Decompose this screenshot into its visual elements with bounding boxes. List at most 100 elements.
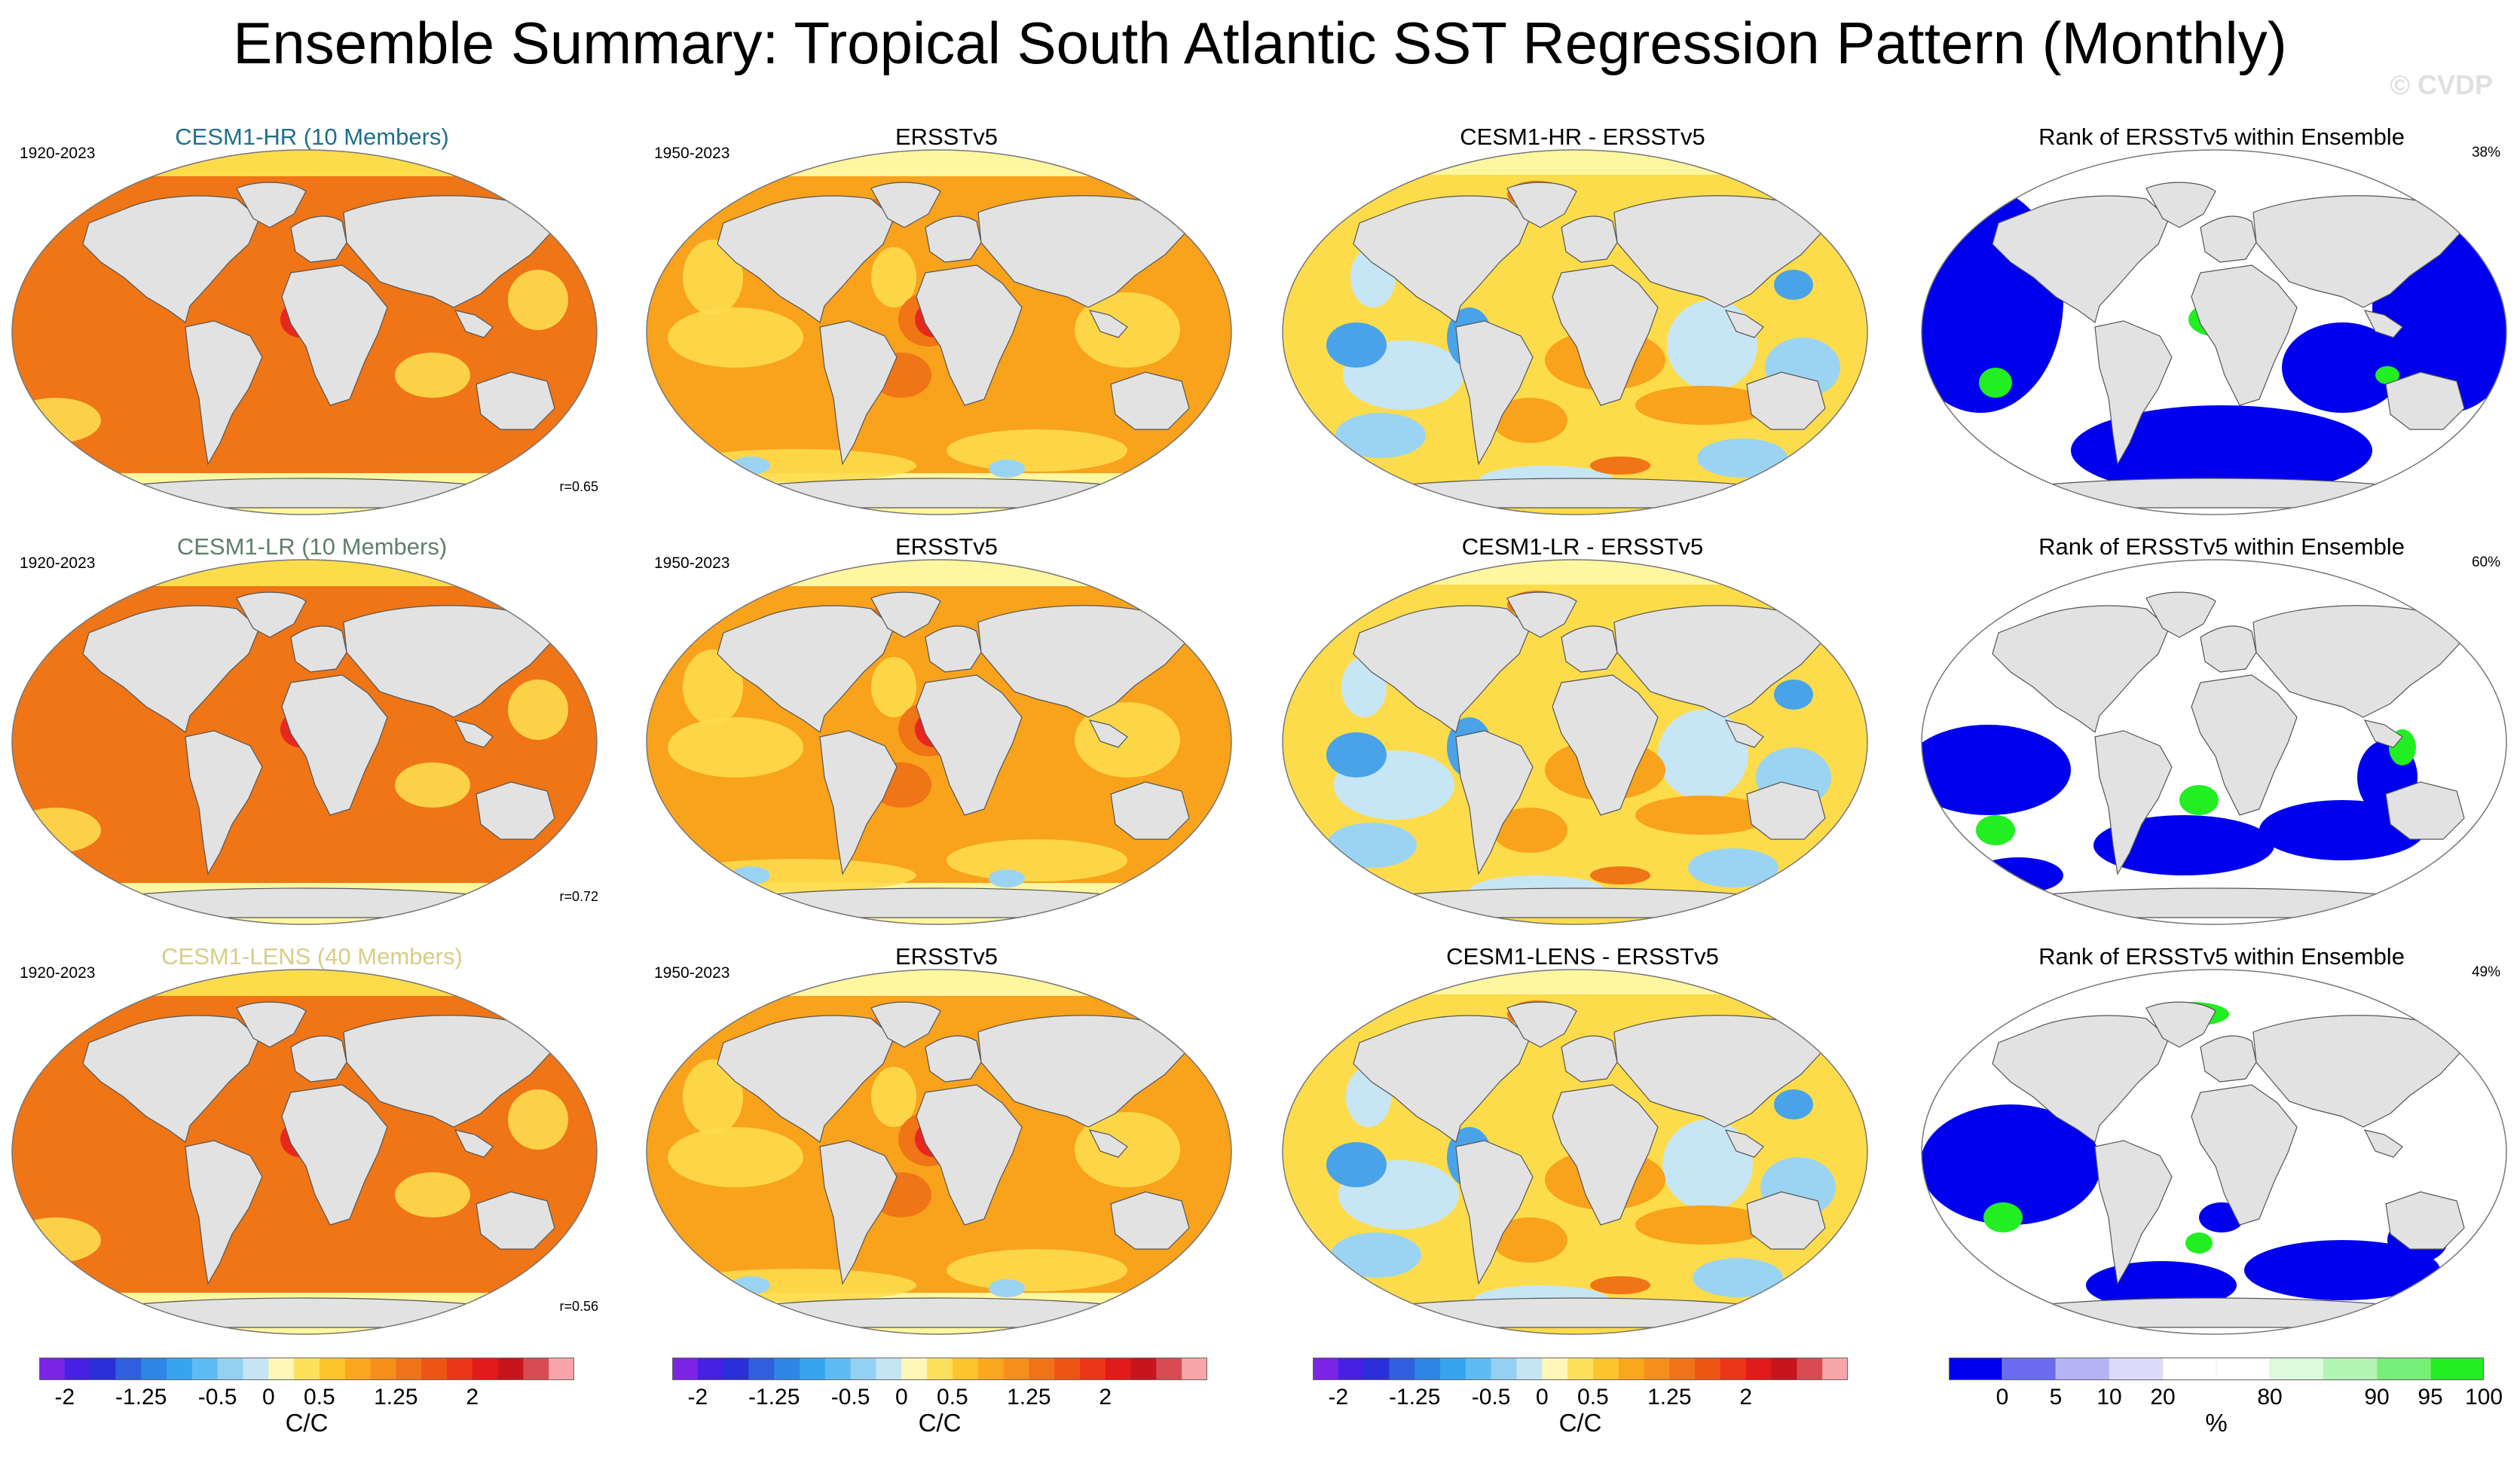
- colorbar-bin: [2216, 1357, 2271, 1381]
- cool-anomaly-patch: [989, 869, 1025, 887]
- panel-title: ERSSTv5: [895, 533, 999, 560]
- strong-positive-patch: [1590, 457, 1650, 475]
- colorbar-bin: [294, 1358, 320, 1380]
- landmass-southeast-asia: [1724, 1129, 1764, 1158]
- map-obs: [646, 559, 1232, 925]
- landmass-antarctica: [1362, 478, 1788, 509]
- colorbar-bin: [344, 1358, 372, 1380]
- colorbar-tick-label: 80: [2257, 1385, 2283, 1410]
- landmass-europe: [2200, 625, 2257, 673]
- landmass-south-america: [185, 1140, 263, 1285]
- colorbar-tick-label: -2: [1328, 1385, 1349, 1410]
- colorbar-frame: [39, 1358, 574, 1380]
- colorbar-bin: [243, 1358, 269, 1380]
- weak-anomaly-patch: [12, 398, 101, 443]
- map-panel-3-diff: CESM1-LENS - ERSSTv5: [1281, 943, 1884, 1335]
- colorbar-bin: [523, 1358, 549, 1380]
- colorbar-bin: [1567, 1358, 1594, 1380]
- colorbar-tick-label: 1.25: [374, 1385, 418, 1410]
- colorbar-bin: [1105, 1358, 1132, 1380]
- landmass-europe: [290, 1035, 347, 1083]
- rank-above-ensemble-region: [1979, 368, 2012, 398]
- rank-below-ensemble-region: [1922, 725, 2071, 815]
- negative-difference-patch: [1693, 1258, 1783, 1297]
- colorbar-bin: [90, 1358, 116, 1380]
- landmass-europe: [1561, 215, 1618, 263]
- map-boundary: [646, 559, 1232, 925]
- colorbar-bin: [396, 1358, 422, 1380]
- weak-anomaly-patch: [668, 717, 803, 777]
- landmass-greenland: [2145, 591, 2216, 638]
- colorbar-frame: [1313, 1358, 1848, 1380]
- weak-anomaly-patch: [668, 307, 803, 368]
- landmass-greenland: [236, 1001, 307, 1048]
- map-boundary: [11, 559, 598, 925]
- map-panel-1-model: CESM1-HR (10 Members) 1920-2023 r=0.65: [11, 124, 613, 515]
- colorbar-tick-label: 1.25: [1007, 1385, 1051, 1410]
- map-rank: [1921, 559, 2507, 925]
- landmass-antarctica: [2002, 478, 2427, 509]
- colorbar-bin: [549, 1358, 574, 1380]
- colorbar-bin: [1338, 1358, 1365, 1380]
- colorbar-bin: [952, 1358, 979, 1380]
- landmass-africa: [916, 264, 1023, 406]
- colorbar-bin: [141, 1358, 167, 1380]
- colorbar-bin: [2002, 1357, 2057, 1381]
- strong-negative-patch: [1774, 270, 1813, 300]
- colorbar-unit: C/C: [285, 1409, 329, 1437]
- landmass-australia: [1110, 371, 1190, 430]
- colorbar-bin: [774, 1358, 800, 1380]
- panel-period: 1920-2023: [20, 964, 96, 982]
- weak-anomaly-patch: [683, 649, 743, 725]
- landmass-australia: [476, 781, 555, 840]
- arctic-band: [1283, 560, 1867, 585]
- landmass-africa: [1552, 674, 1659, 816]
- map-panel-2-obs: ERSSTv5 1950-2023: [645, 533, 1248, 925]
- colorbar-bin: [1542, 1358, 1568, 1380]
- colorbar-bin: [1414, 1358, 1441, 1380]
- colorbar-tick-label: 1.25: [1647, 1385, 1692, 1410]
- arctic-band: [1283, 150, 1867, 175]
- map-model: [11, 559, 598, 925]
- weak-anomaly-patch: [395, 762, 470, 808]
- colorbar-tick-label: -1.25: [1389, 1385, 1441, 1410]
- colorbar-3: [1313, 1358, 1848, 1380]
- map-boundary: [1282, 149, 1868, 515]
- landmass-southeast-asia: [1724, 310, 1764, 338]
- weak-anomaly-patch: [508, 1089, 568, 1150]
- map-panel-2-model: CESM1-LR (10 Members) 1920-2023 r=0.72: [11, 533, 613, 925]
- colorbar-bin: [268, 1358, 295, 1380]
- landmass-south-america: [819, 730, 898, 875]
- colorbar-bin: [497, 1358, 524, 1380]
- map-model: [11, 969, 598, 1335]
- landmass-north-america: [82, 605, 260, 733]
- colorbar-frame: [672, 1358, 1207, 1380]
- landmass-europe: [1561, 625, 1618, 673]
- landmass-antarctica: [726, 478, 1151, 509]
- rank-below-ensemble-region: [1973, 857, 2063, 893]
- landmass-australia: [1746, 1191, 1826, 1250]
- landmass-greenland: [1506, 1001, 1577, 1048]
- colorbar-bin: [1949, 1357, 2003, 1381]
- panel-title: CESM1-HR (10 Members): [175, 124, 449, 150]
- landmass-southeast-asia: [1088, 310, 1128, 338]
- positive-difference-patch: [1492, 808, 1567, 853]
- colorbar-bin: [1130, 1358, 1157, 1380]
- weak-anomaly-patch: [675, 1269, 916, 1302]
- colorbar-bin: [370, 1358, 396, 1380]
- colorbar-unit: C/C: [1558, 1409, 1602, 1437]
- landmass-greenland: [1506, 182, 1577, 228]
- colorbar-bin: [1363, 1358, 1390, 1380]
- arctic-band: [12, 560, 597, 586]
- panel-title: CESM1-LR (10 Members): [176, 533, 448, 560]
- colorbar-tick-label: 10: [2096, 1385, 2122, 1410]
- landmass-europe: [925, 215, 982, 263]
- map-panel-1-rank: Rank of ERSSTv5 within Ensemble 38%: [1920, 124, 2520, 515]
- landmass-southeast-asia: [454, 310, 494, 338]
- landmass-north-america: [82, 195, 260, 323]
- landmass-south-america: [185, 320, 263, 466]
- landmass-antarctica: [1362, 887, 1788, 918]
- landmass-greenland: [870, 1001, 941, 1048]
- colorbar-bin: [2269, 1357, 2324, 1381]
- landmass-africa: [916, 1084, 1023, 1226]
